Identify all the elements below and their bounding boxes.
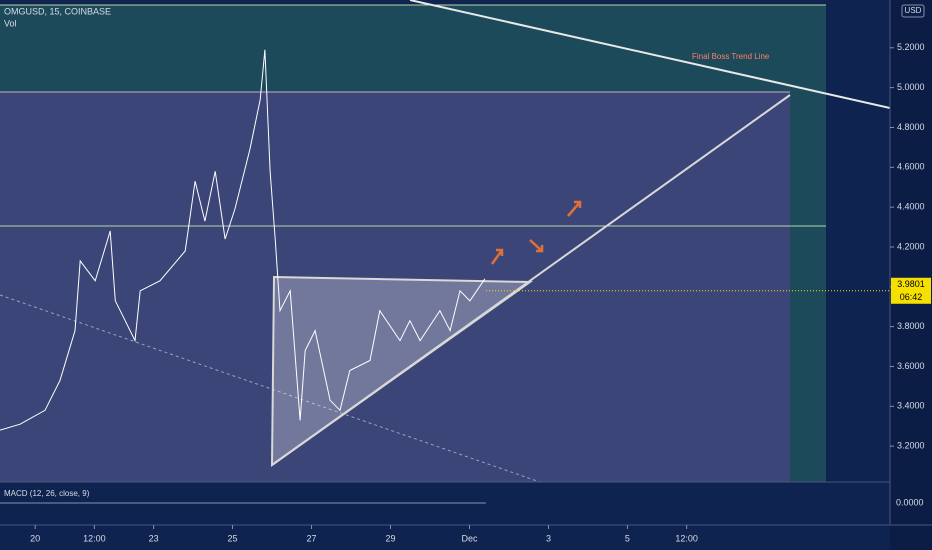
x-tick-label: Dec	[461, 533, 478, 543]
countdown: 06:42	[900, 292, 923, 302]
macd-title: MACD (12, 26, close, 9)	[4, 489, 90, 498]
y-tick-label: 5.2000	[897, 42, 925, 52]
y-tick-label: 4.4000	[897, 202, 925, 212]
y-tick-label: 3.6000	[897, 361, 925, 371]
last-price-label: 3.9801	[897, 279, 925, 289]
x-tick-label: 25	[228, 533, 238, 543]
y-tick-label: 4.8000	[897, 122, 925, 132]
currency-box	[901, 4, 925, 18]
trend-line	[271, 94, 791, 466]
y-tick-label: 5.0000	[897, 82, 925, 92]
x-tick-label: 3	[546, 533, 551, 543]
x-tick-label: 5	[625, 533, 630, 543]
x-tick-label: 20	[30, 533, 40, 543]
arrows	[490, 200, 582, 265]
volume-label: Vol	[4, 18, 17, 28]
y-tick-label: 4.6000	[897, 162, 925, 172]
annotation: Final Boss Trend Line	[692, 52, 770, 61]
x-tick-label: 23	[149, 533, 159, 543]
last-price-box	[891, 277, 931, 304]
y-tick-label: 4.2000	[897, 241, 925, 251]
boss-trend-line	[409, 0, 891, 109]
chart-title: OMGUSD, 15, COINBASE	[4, 6, 111, 16]
x-tick-label: 12:00	[675, 533, 698, 543]
macd-tick-label: 0.0000	[896, 497, 924, 507]
x-tick-label: 29	[386, 533, 396, 543]
price-line	[0, 49, 486, 431]
axis-strip	[890, 0, 932, 550]
currency: USD	[905, 6, 922, 15]
plot	[0, 49, 486, 431]
dashed-trend	[0, 294, 541, 483]
y-tick-label: 3.2000	[897, 441, 925, 451]
x-tick-label: 27	[307, 533, 317, 543]
zone-purple	[0, 92, 790, 482]
x-tick-label: 12:00	[83, 533, 106, 543]
y-tick-label: 3.4000	[897, 401, 925, 411]
y-tick-label: 3.8000	[897, 321, 925, 331]
